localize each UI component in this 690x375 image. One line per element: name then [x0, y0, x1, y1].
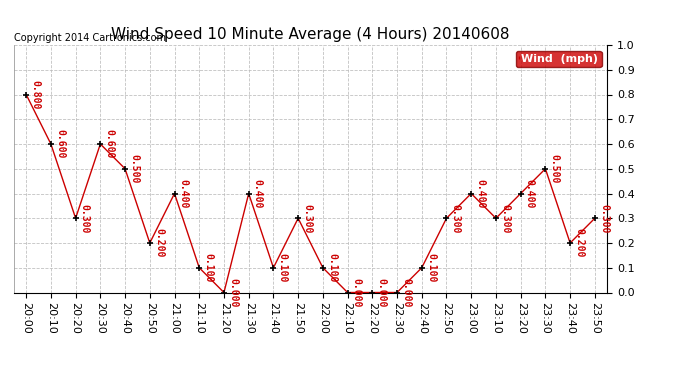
Text: 0.300: 0.300 [500, 204, 510, 233]
Text: 0.400: 0.400 [475, 179, 485, 208]
Text: 0.200: 0.200 [154, 228, 164, 258]
Text: 0.400: 0.400 [253, 179, 263, 208]
Text: 0.800: 0.800 [30, 80, 40, 109]
Text: 0.400: 0.400 [525, 179, 535, 208]
Text: 0.100: 0.100 [426, 253, 436, 282]
Text: Copyright 2014 Cartronics.com: Copyright 2014 Cartronics.com [14, 33, 166, 42]
Title: Wind Speed 10 Minute Average (4 Hours) 20140608: Wind Speed 10 Minute Average (4 Hours) 2… [111, 27, 510, 42]
Legend: Wind  (mph): Wind (mph) [515, 51, 602, 67]
Text: 0.000: 0.000 [228, 278, 238, 307]
Text: 0.600: 0.600 [55, 129, 65, 159]
Text: 0.500: 0.500 [549, 154, 560, 183]
Text: 0.300: 0.300 [451, 204, 461, 233]
Text: 0.000: 0.000 [352, 278, 362, 307]
Text: 0.100: 0.100 [327, 253, 337, 282]
Text: 0.000: 0.000 [377, 278, 386, 307]
Text: 0.600: 0.600 [104, 129, 115, 159]
Text: 0.200: 0.200 [574, 228, 584, 258]
Text: 0.100: 0.100 [277, 253, 288, 282]
Text: 0.100: 0.100 [204, 253, 213, 282]
Text: 0.300: 0.300 [302, 204, 313, 233]
Text: 0.400: 0.400 [179, 179, 188, 208]
Text: 0.000: 0.000 [401, 278, 411, 307]
Text: 0.300: 0.300 [599, 204, 609, 233]
Text: 0.500: 0.500 [129, 154, 139, 183]
Text: 0.300: 0.300 [80, 204, 90, 233]
